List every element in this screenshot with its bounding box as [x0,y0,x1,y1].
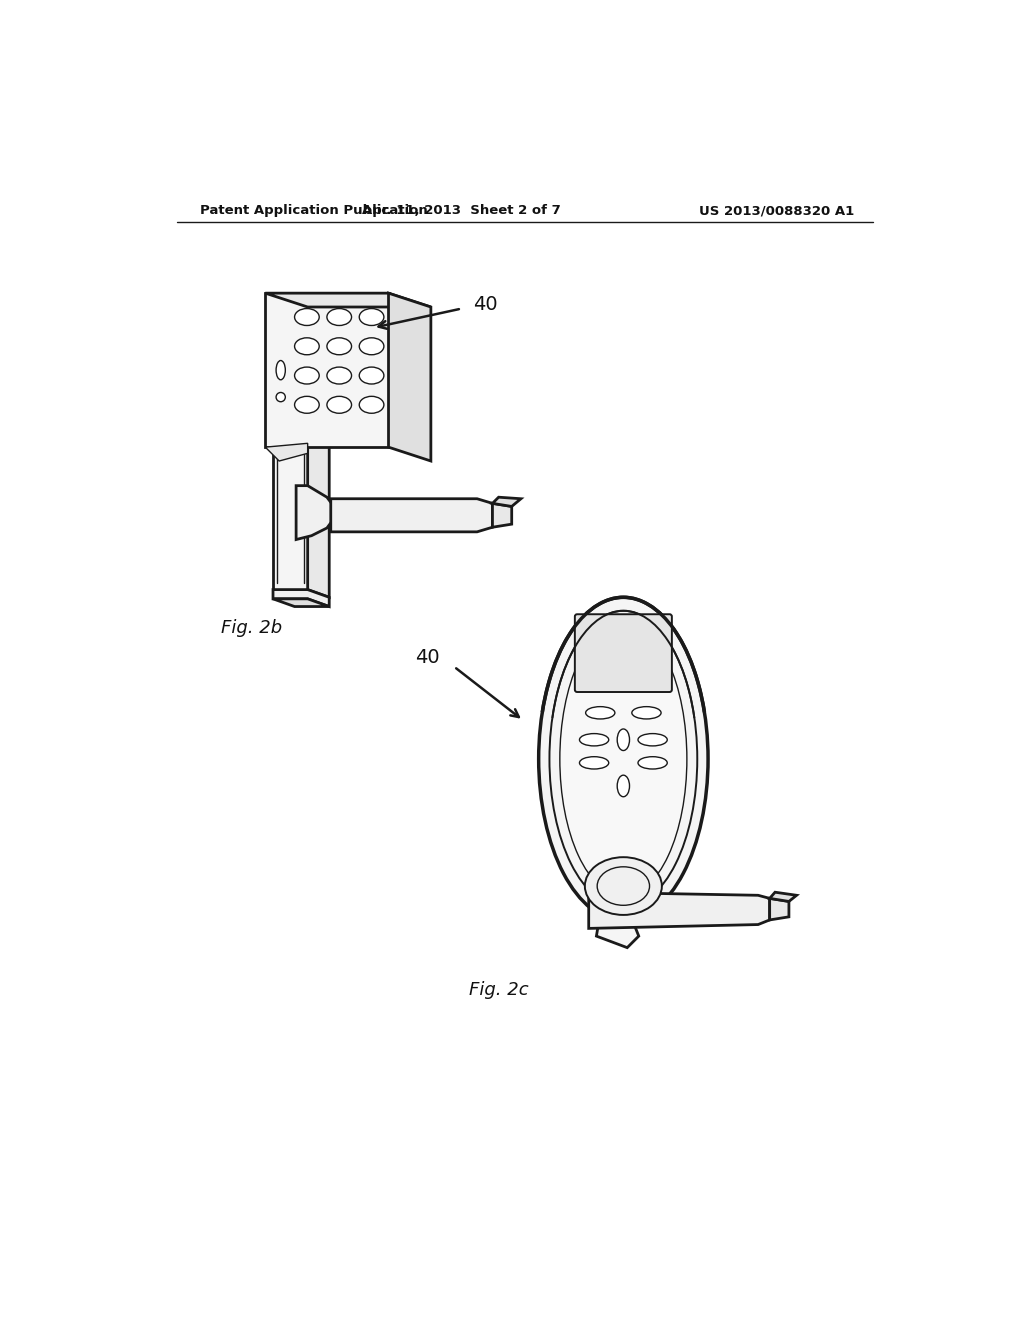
Ellipse shape [295,338,319,355]
Ellipse shape [327,367,351,384]
Ellipse shape [638,734,668,746]
Ellipse shape [295,309,319,326]
Text: Apr. 11, 2013  Sheet 2 of 7: Apr. 11, 2013 Sheet 2 of 7 [362,205,561,218]
Polygon shape [493,498,521,507]
Polygon shape [273,590,330,607]
Ellipse shape [617,729,630,751]
Polygon shape [770,899,788,920]
Polygon shape [265,293,431,308]
Ellipse shape [276,360,286,380]
Ellipse shape [327,338,351,355]
Text: Fig. 2b: Fig. 2b [221,619,283,638]
Text: Fig. 2c: Fig. 2c [469,981,529,999]
Polygon shape [265,444,307,461]
Polygon shape [265,293,388,447]
Text: Patent Application Publication: Patent Application Publication [200,205,428,218]
Ellipse shape [586,706,614,719]
Polygon shape [296,486,339,540]
Ellipse shape [560,622,687,896]
Ellipse shape [359,338,384,355]
Ellipse shape [359,367,384,384]
Polygon shape [331,499,493,532]
Polygon shape [770,892,797,902]
Ellipse shape [617,775,630,797]
Text: 40: 40 [473,296,498,314]
Polygon shape [273,599,330,607]
Ellipse shape [539,597,708,921]
Polygon shape [307,335,330,597]
FancyBboxPatch shape [574,614,672,692]
Polygon shape [596,913,639,948]
Ellipse shape [276,392,286,401]
Ellipse shape [580,756,608,770]
Polygon shape [589,892,770,928]
Ellipse shape [585,857,662,915]
Ellipse shape [638,756,668,770]
Text: US 2013/0088320 A1: US 2013/0088320 A1 [699,205,854,218]
Polygon shape [273,335,330,343]
Text: 40: 40 [416,648,440,667]
Polygon shape [493,503,512,527]
Ellipse shape [632,706,662,719]
Polygon shape [388,293,431,461]
Ellipse shape [295,367,319,384]
Ellipse shape [359,396,384,413]
Polygon shape [273,335,307,590]
Ellipse shape [295,396,319,413]
Ellipse shape [580,734,608,746]
Ellipse shape [359,309,384,326]
Ellipse shape [327,309,351,326]
Ellipse shape [327,396,351,413]
